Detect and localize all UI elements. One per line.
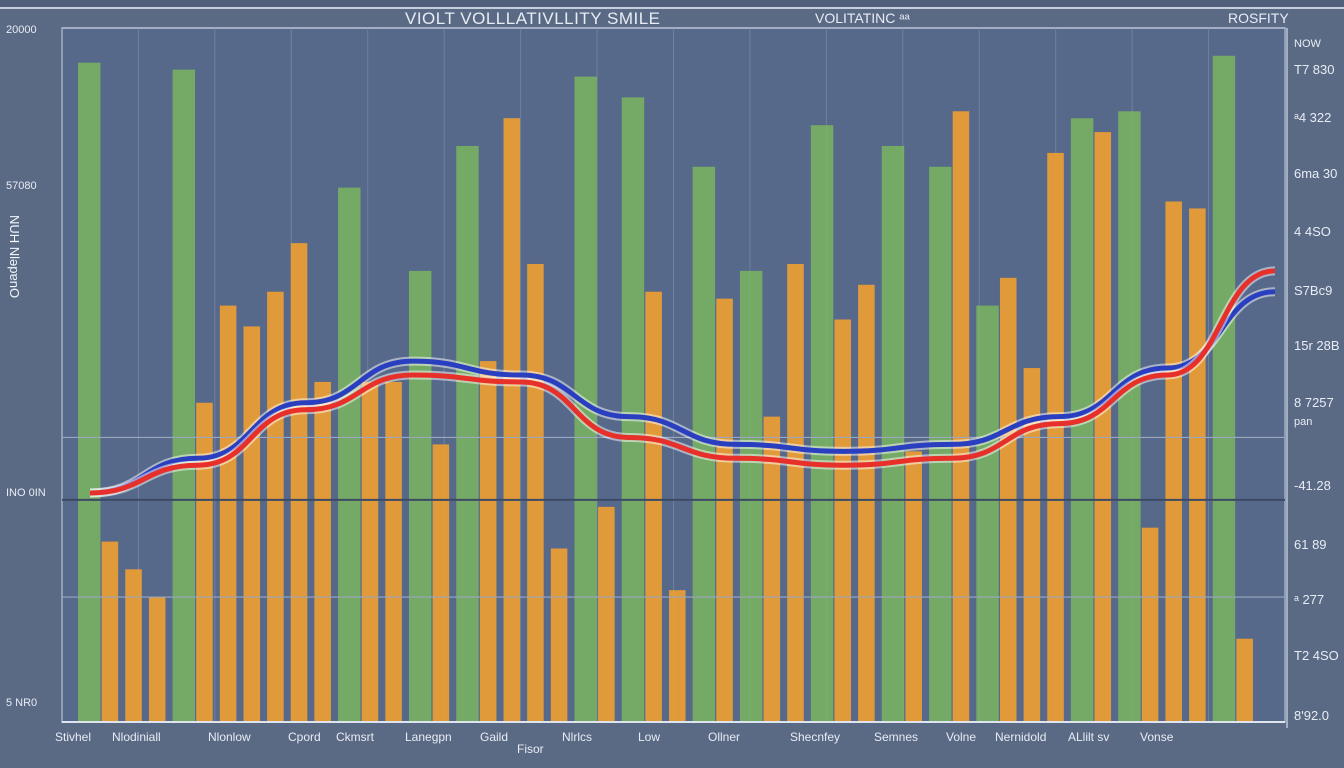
bar (1118, 111, 1141, 722)
x-tick-label: Low (638, 730, 661, 744)
x-axis-title: Fisor (517, 742, 544, 756)
bar (361, 381, 379, 722)
chart-subtitle: VOLITATINC ᵃᵃ (815, 10, 910, 26)
right-tick-label: 4 4SO (1294, 224, 1331, 239)
right-tick-label: 8 7257 (1294, 395, 1334, 410)
x-tick-label: Cpord (288, 730, 321, 744)
x-tick-label: Nlrlcs (562, 730, 592, 744)
x-tick-label: Vonse (1140, 730, 1174, 744)
right-tick-label: NOW (1294, 38, 1321, 50)
bar (267, 291, 284, 722)
bar (858, 284, 875, 722)
bar (125, 569, 142, 722)
bar (952, 111, 970, 722)
bar (1189, 208, 1206, 722)
series-line (89, 268, 1276, 496)
x-tick-label: Nlonlow (208, 730, 251, 744)
x-tick-label: Semnes (874, 730, 919, 744)
x-tick-label: Ckmsrt (336, 730, 374, 744)
x-tick-label: Stivhel (55, 730, 92, 744)
bar (976, 305, 999, 722)
bar (408, 270, 432, 722)
x-tick-label: ALlilt sv (1068, 730, 1110, 744)
bar (290, 243, 308, 722)
bar (881, 145, 905, 723)
bar (219, 305, 237, 722)
bar (669, 590, 686, 722)
bar (503, 118, 521, 723)
bar (78, 62, 101, 722)
left-tick-label: 20000 (6, 24, 37, 36)
series-line (89, 289, 1276, 496)
right-tick-label: 61 89 (1294, 537, 1327, 552)
x-tick-label: Shecnfey (790, 730, 841, 744)
x-tick-label: Nlodiniall (112, 730, 161, 744)
x-tick-label: Ollner (708, 730, 741, 744)
bar (739, 270, 763, 722)
corner-label: ROSFITY (1228, 10, 1289, 26)
y-axis-title: NUH NlǝpɐnO (7, 215, 22, 299)
right-tick-label: T2 4SO (1294, 648, 1339, 663)
right-tick-label: 15r 28B (1294, 338, 1340, 353)
bar (385, 381, 402, 722)
bar (716, 298, 733, 722)
bar (479, 361, 497, 722)
top-border (0, 0, 1344, 9)
bar (1212, 55, 1236, 722)
bar (338, 187, 361, 722)
bar (1236, 638, 1253, 722)
left-tick-label: INO 0IN (6, 487, 46, 499)
bar (905, 451, 922, 722)
bar (527, 263, 544, 722)
bar (645, 291, 662, 722)
bar (148, 597, 166, 722)
bar (621, 97, 645, 722)
x-tick-label: Gaild (480, 730, 509, 744)
right-tick-label: pan (1294, 416, 1313, 428)
right-tick-label: ᵃ4 322 (1294, 110, 1332, 125)
bar (456, 145, 479, 723)
bar (810, 125, 834, 722)
bar (172, 69, 196, 722)
x-tick-label: Lanegpn (405, 730, 452, 744)
bar (834, 319, 852, 722)
bar (243, 326, 261, 722)
right-tick-label: -41.28 (1294, 478, 1331, 493)
right-tick-label: 6ma 30 (1294, 166, 1338, 181)
bar (1165, 201, 1182, 722)
bar (763, 416, 781, 722)
bar (101, 541, 119, 722)
bar (314, 381, 331, 722)
chart-title: VIOLT VOLLLATIVLLITY SMILE (405, 9, 661, 28)
bar (1094, 132, 1112, 723)
bar (196, 402, 213, 722)
bar (598, 506, 615, 722)
left-tick-label: 57080 (6, 180, 37, 192)
right-tick-label: T7 830 (1294, 62, 1335, 77)
left-tick-label: 5 NR0 (6, 697, 38, 709)
x-tick-label: Nernidold (995, 730, 1047, 744)
right-tick-label: 8'92.0 (1294, 708, 1330, 723)
x-tick-label: Volne (946, 730, 977, 744)
bar (1141, 527, 1159, 722)
bar (432, 444, 450, 722)
right-tick-label: ᵃ 277 (1294, 592, 1325, 607)
bar (787, 263, 804, 722)
bar (1023, 368, 1041, 722)
right-tick-label: S7Bc9 (1294, 283, 1333, 298)
bar (550, 548, 568, 722)
